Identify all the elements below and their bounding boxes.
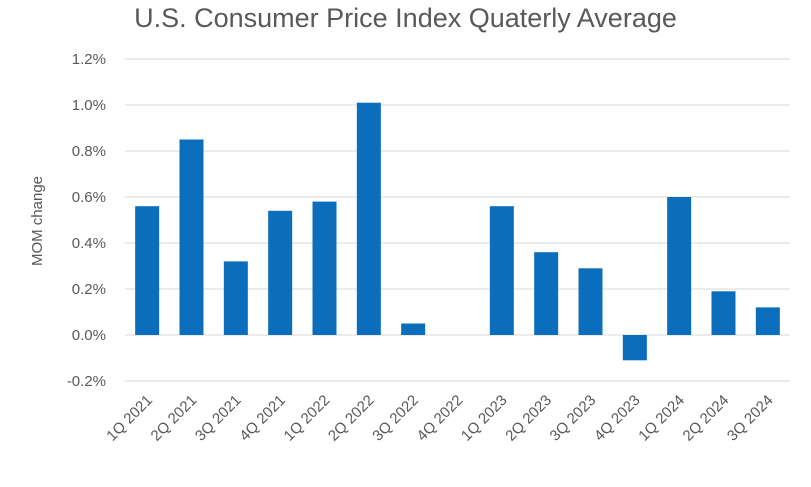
x-tick-label: 1Q 2024 (635, 392, 688, 445)
x-tick-label: 1Q 2022 (281, 392, 334, 445)
x-tick-label: 4Q 2021 (236, 392, 289, 445)
y-tick-label: 0.8% (72, 143, 106, 160)
y-tick-label: 0.4% (72, 235, 106, 252)
bar (356, 102, 381, 335)
bar (755, 307, 780, 335)
x-tick-label: 4Q 2023 (591, 392, 644, 445)
x-tick-label: 4Q 2022 (414, 392, 467, 445)
bar (135, 206, 160, 335)
y-tick-label: 1.2% (72, 51, 106, 68)
bar (622, 335, 647, 361)
y-tick-label: 0.0% (72, 327, 106, 344)
x-tick-label: 3Q 2022 (369, 392, 422, 445)
y-axis-tick-labels: -0.2% 0.0% 0.2% 0.4% 0.6% 0.8% 1.0% 1.2% (67, 51, 106, 390)
chart-title: U.S. Consumer Price Index Quaterly Avera… (134, 3, 677, 33)
bar (179, 139, 204, 335)
bar (711, 291, 736, 335)
y-tick-label: -0.2% (67, 373, 106, 390)
y-tick-label: 1.0% (72, 97, 106, 114)
bar (312, 201, 337, 335)
bar (401, 323, 426, 335)
bar (667, 197, 692, 335)
x-tick-label: 1Q 2023 (458, 392, 511, 445)
bars-layer (135, 102, 780, 361)
bar (268, 210, 293, 335)
bar (578, 268, 603, 335)
y-tick-label: 0.6% (72, 189, 106, 206)
x-tick-label: 3Q 2021 (192, 392, 245, 445)
y-tick-label: 0.2% (72, 281, 106, 298)
x-tick-label: 2Q 2022 (325, 392, 378, 445)
x-tick-label: 3Q 2023 (547, 392, 600, 445)
x-tick-label: 2Q 2021 (148, 392, 201, 445)
bar (534, 252, 559, 335)
x-tick-label: 2Q 2024 (680, 392, 733, 445)
x-tick-label: 2Q 2023 (502, 392, 555, 445)
bar (489, 206, 514, 335)
y-axis-title: MOM change (29, 176, 46, 266)
bar (223, 261, 248, 335)
x-tick-label: 1Q 2021 (103, 392, 156, 445)
x-tick-label: 3Q 2024 (724, 392, 777, 445)
